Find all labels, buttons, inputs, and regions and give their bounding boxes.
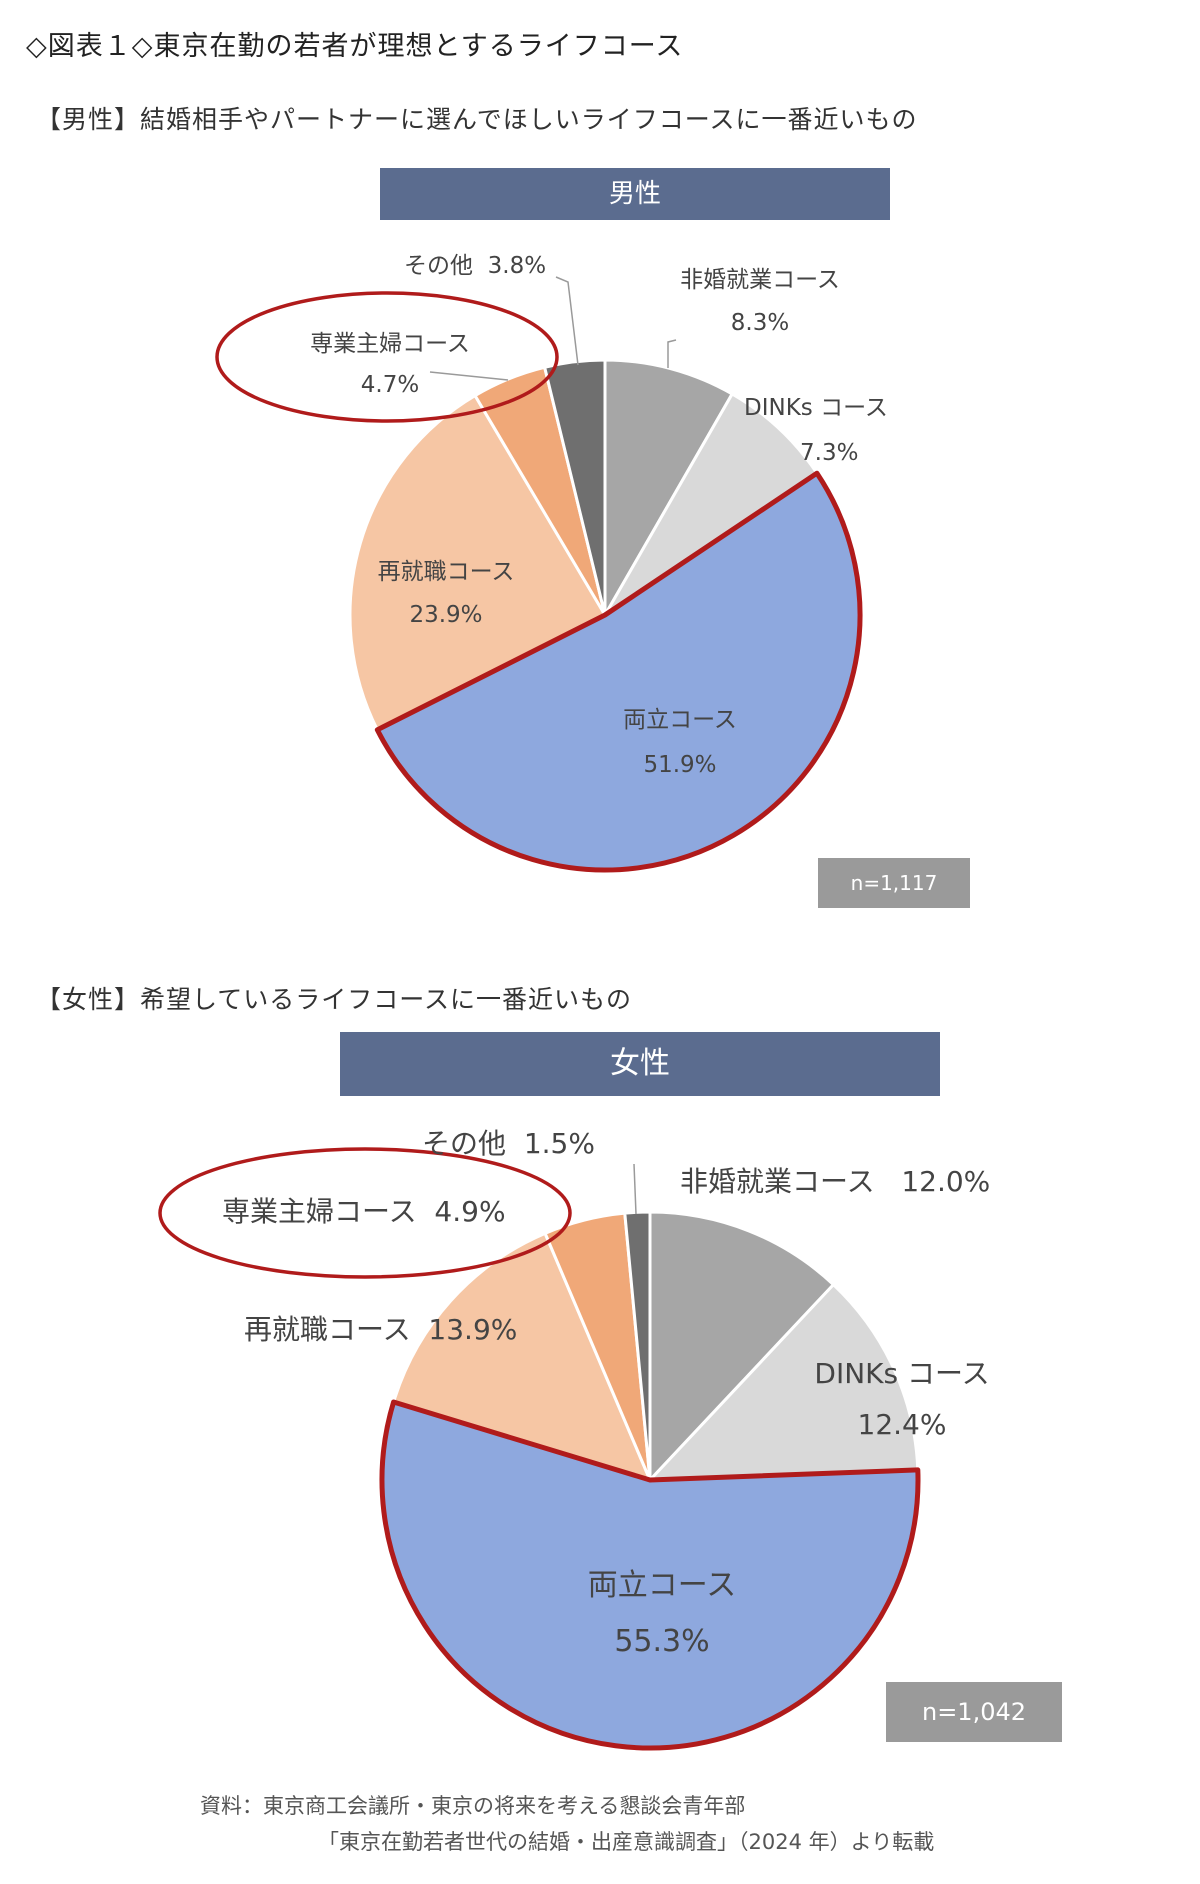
male-label-dinks-value: 7.3% [800,440,859,466]
female-label-reemploy: 再就職コース 13.9% [244,1308,517,1348]
male-slice-other [542,358,607,616]
female-label-reemploy-name: 再就職コース [244,1313,411,1346]
female-label-single: 非婚就業コース 12.0% [680,1160,990,1200]
male-label-other-name: その他 [404,253,473,279]
female-n-label: n=1,042 [886,1682,1062,1742]
male-label-single-value: 8.3% [730,310,790,336]
female-chart-subtitle: 【女性】希望しているライフコースに一番近いもの [36,985,633,1014]
male-slice-single [603,358,735,621]
male-label-reemploy: 再就職コース 23.9% [346,552,546,628]
female-label-balance-name: 両立コース [587,1568,737,1603]
male-label-single-name: 非婚就業コース [680,267,840,293]
female-label-dinks: DINKs コース 12.4% [792,1352,1012,1441]
male-label-other-value: 3.8% [487,253,547,279]
male-chart-title-banner: 男性 [380,168,890,220]
female-slice-other [623,1210,652,1481]
female-slice-reemploy [391,1231,653,1483]
female-label-balance: 両立コース 55.3% [552,1560,772,1659]
source-line-1: 資料：東京商工会議所・東京の将来を考える懇談会青年部 [200,1794,746,1818]
male-chart-subtitle: 【男性】結婚相手やパートナーに選んでほしいライフコースに一番近いもの [36,105,918,134]
female-slice-dinks [646,1282,920,1482]
female-label-housewife-name: 専業主婦コース [222,1195,417,1228]
female-label-reemploy-value: 13.9% [428,1313,518,1346]
male-label-housewife-value: 4.7% [360,372,420,398]
male-label-housewife: 専業主婦コース 4.7% [290,324,490,398]
male-highlight-outline [374,470,863,873]
male-pie-chart [215,276,863,873]
female-label-dinks-value: 12.4% [857,1408,947,1441]
female-label-dinks-name: DINKs コース [814,1357,990,1390]
male-label-other: その他 3.8% [404,246,546,280]
female-label-balance-value: 55.3% [614,1624,710,1659]
female-slice-single [648,1210,836,1484]
female-label-other-name: その他 [422,1127,507,1160]
female-label-housewife-value: 4.9% [434,1195,506,1228]
male-n-label: n=1,117 [818,858,970,908]
male-label-reemploy-value: 23.9% [409,602,483,628]
female-circled-annotation [158,1147,572,1279]
female-chart-title-banner: 女性 [340,1032,940,1096]
male-label-dinks-name: DINKs コース [744,395,888,421]
male-leader-line [667,339,677,368]
male-circled-annotation [215,291,559,423]
source-line-2: 「東京在勤若者世代の結婚・出産意識調査」（2024 年）より転載 [318,1830,935,1854]
male-label-reemploy-name: 再就職コース [377,559,515,585]
male-leader-line [429,371,509,381]
female-label-single-name: 非婚就業コース [680,1165,875,1198]
male-label-single: 非婚就業コース 8.3% [660,260,860,336]
male-label-balance-value: 51.9% [643,752,717,778]
female-label-other-value: 1.5% [523,1127,595,1160]
female-label-housewife: 専業主婦コース 4.9% [222,1190,506,1230]
female-label-other: その他 1.5% [422,1122,595,1162]
female-highlight-outline [379,1399,921,1751]
figure-title: ◇図表１◇東京在勤の若者が理想とするライフコース [26,31,684,62]
male-label-balance-name: 両立コース [623,707,737,733]
male-label-balance: 両立コース 51.9% [580,700,780,778]
male-leader-line [555,276,579,366]
male-label-housewife-name: 専業主婦コース [310,331,470,357]
female-label-single-value: 12.0% [901,1165,991,1198]
female-leader-line [633,1163,637,1215]
